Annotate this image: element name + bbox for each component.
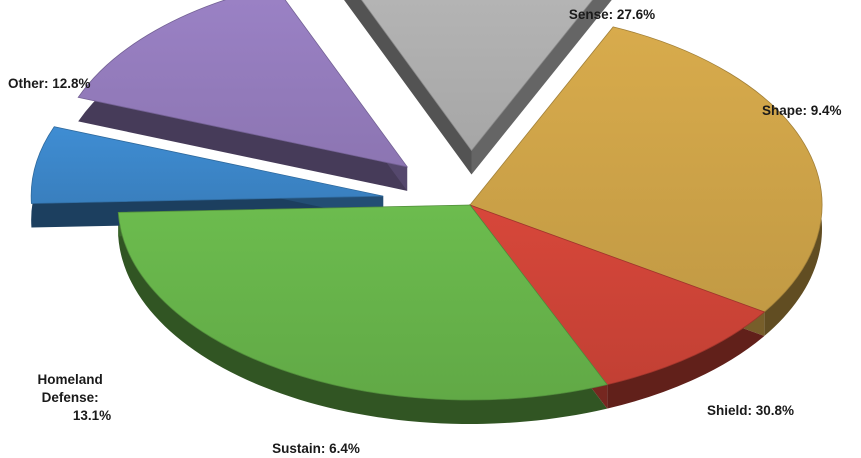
pie-labels: Sense: 27.6% Shape: 9.4% Shield: 30.8% S…: [8, 7, 842, 456]
slice-homeland-defense: [77, 0, 409, 168]
pie-tops: [30, 0, 823, 401]
slice-label-homeland-defense: Homeland Defense: 13.1%: [37, 372, 111, 423]
slice-label-homeland-defense-line2: Defense:: [42, 390, 99, 405]
slice-shape: [468, 204, 766, 386]
slice-sustain: [30, 126, 384, 204]
slice-label-shield: Shield: 30.8%: [707, 403, 794, 418]
slice-side-sustain: [31, 126, 384, 228]
slice-label-homeland-defense-line1: Homeland: [37, 372, 102, 387]
slice-shield: [117, 204, 608, 401]
slice-label-sense: Sense: 27.6%: [569, 7, 655, 22]
slice-side-shape: [470, 205, 765, 409]
slice-side-other: [344, 0, 472, 175]
slice-label-sustain: Sustain: 6.4%: [272, 441, 360, 456]
slice-sense: [469, 26, 823, 313]
slice-label-shape: Shape: 9.4%: [762, 103, 842, 118]
slice-side-shield: [118, 205, 608, 424]
slice-label-homeland-defense-line3: 13.1%: [73, 408, 111, 423]
slice-other: [361, 0, 593, 152]
slice-label-other: Other: 12.8%: [8, 76, 91, 91]
